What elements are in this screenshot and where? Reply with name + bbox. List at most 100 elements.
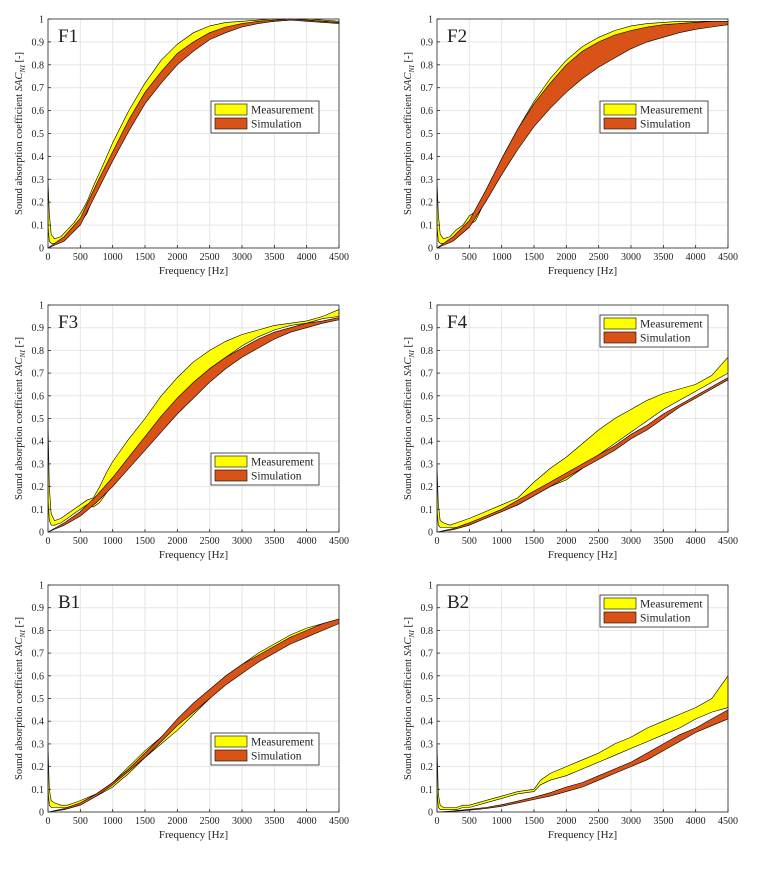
legend-label-measurement: Measurement [640,105,703,117]
x-tick-label: 4500 [329,252,349,263]
y-tick-label: 0.3 [32,175,45,186]
x-tick-label: 4500 [329,536,349,547]
y-tick-label: 0.4 [421,437,434,448]
x-tick-label: 3500 [264,252,284,263]
x-tick-label: 3500 [264,536,284,547]
x-tick-label: 4000 [297,816,317,827]
y-tick-label: 0.9 [421,603,434,614]
y-tick-label: 0.8 [32,60,45,71]
x-tick-label: 0 [46,816,51,827]
x-tick-label: 1000 [492,536,512,547]
x-axis-label: Frequency [Hz] [159,265,228,277]
y-tick-label: 0.7 [32,83,45,94]
x-tick-label: 4000 [686,816,706,827]
y-tick-label: 0.5 [32,694,45,705]
y-tick-label: 1 [39,581,44,592]
x-tick-label: 2500 [200,252,220,263]
x-tick-label: 1500 [524,252,544,263]
y-tick-label: 0.6 [32,106,45,117]
x-tick-label: 2500 [589,252,609,263]
legend-label-simulation: Simulation [251,471,302,483]
y-tick-label: 0.6 [32,391,45,402]
legend-label-measurement: Measurement [640,319,703,331]
x-tick-label: 3500 [653,252,673,263]
y-tick-label: 1 [428,581,433,592]
x-axis-label: Frequency [Hz] [159,829,228,841]
legend-swatch-simulation [603,117,637,130]
legend-swatch-measurement [603,103,637,116]
y-tick-label: 0.1 [421,221,434,232]
x-tick-label: 500 [73,816,88,827]
x-tick-label: 500 [462,536,477,547]
x-tick-label: 500 [462,816,477,827]
y-tick-label: 0.1 [32,505,45,516]
legend-swatch-simulation [603,611,637,624]
y-tick-label: 0.2 [32,762,45,773]
y-axis-label: Sound absorption coefficient SACNI [-] [14,337,27,500]
y-tick-label: 0.7 [421,369,434,380]
x-tick-label: 2000 [556,536,576,547]
x-tick-label: 0 [435,252,440,263]
y-tick-label: 0.4 [32,152,45,163]
legend-label-simulation: Simulation [251,119,302,131]
x-tick-label: 1500 [524,536,544,547]
legend-swatch-simulation [214,469,248,482]
x-tick-label: 500 [73,252,88,263]
x-tick-label: 3000 [232,252,252,263]
y-tick-label: 0.6 [421,671,434,682]
y-tick-label: 0.2 [421,762,434,773]
x-tick-label: 2500 [200,816,220,827]
x-axis-label: Frequency [Hz] [548,549,617,561]
y-tick-label: 0.5 [32,414,45,425]
y-tick-label: 0.4 [421,717,434,728]
legend-swatch-measurement [214,455,248,468]
y-tick-label: 0.9 [421,37,434,48]
legend: Measurement Simulation [599,100,709,134]
y-tick-label: 1 [428,15,433,26]
y-tick-label: 0.3 [32,739,45,750]
legend-label-simulation: Simulation [640,333,691,345]
legend-label-simulation: Simulation [640,613,691,625]
legend-swatch-measurement [603,597,637,610]
y-tick-label: 0.8 [32,626,45,637]
legend-swatch-measurement [603,317,637,330]
y-tick-label: 0.7 [421,83,434,94]
legend-label-simulation: Simulation [251,751,302,763]
y-tick-label: 0.9 [421,323,434,334]
legend: Measurement Simulation [210,100,320,134]
x-tick-label: 500 [462,252,477,263]
y-axis-label: Sound absorption coefficient SACNI [-] [403,52,416,215]
legend-swatch-simulation [214,117,248,130]
chart-panel-f1: 0 500 1000 1500 2000 2500 3000 3500 4000 4500 0 0.1… [14,15,349,278]
x-tick-label: 1000 [492,252,512,263]
x-tick-label: 0 [435,536,440,547]
y-tick-label: 0.9 [32,603,45,614]
y-tick-label: 0.9 [32,323,45,334]
y-tick-label: 0.1 [421,785,434,796]
x-tick-label: 3500 [264,816,284,827]
x-tick-label: 3000 [621,536,641,547]
panel-title: B2 [447,592,469,613]
chart-panel-f3: 0 500 1000 1500 2000 2500 3000 3500 4000 4500 0 0.1… [14,301,349,562]
x-tick-label: 4500 [718,252,738,263]
x-tick-label: 1000 [103,252,123,263]
y-tick-label: 0.2 [32,198,45,209]
x-tick-label: 4000 [686,252,706,263]
y-tick-label: 0.3 [32,459,45,470]
y-tick-label: 0.9 [32,37,45,48]
y-tick-label: 0.4 [32,717,45,728]
legend-swatch-simulation [603,331,637,344]
x-tick-label: 3000 [232,536,252,547]
y-tick-label: 0.7 [421,649,434,660]
y-tick-label: 0.4 [32,437,45,448]
y-axis-label: Sound absorption coefficient SACNI [-] [403,337,416,500]
x-axis-label: Frequency [Hz] [159,549,228,561]
legend-swatch-measurement [214,103,248,116]
y-tick-label: 0.7 [32,369,45,380]
y-tick-label: 1 [39,15,44,26]
y-axis-label: Sound absorption coefficient SACNI [-] [14,52,27,215]
x-tick-label: 1500 [135,536,155,547]
x-tick-label: 3000 [232,816,252,827]
y-tick-label: 0.6 [421,106,434,117]
